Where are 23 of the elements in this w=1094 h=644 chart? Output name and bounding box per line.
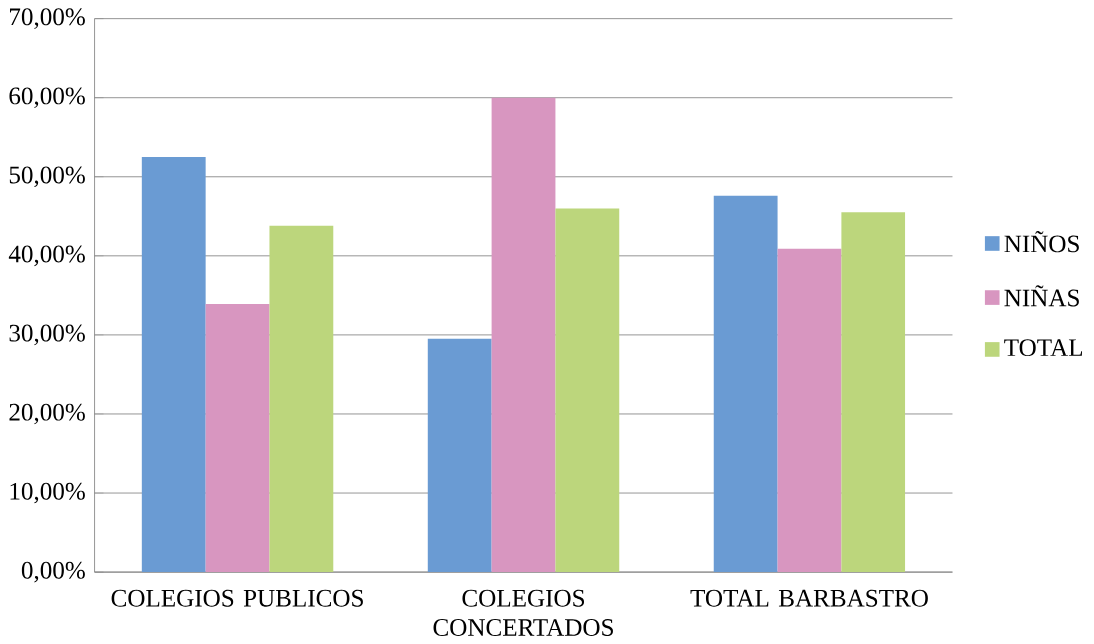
bar — [841, 212, 906, 572]
bar — [205, 303, 270, 572]
bar — [427, 338, 492, 572]
bar — [555, 208, 620, 572]
y-tick-label: 10,00% — [10, 482, 85, 504]
y-tick-label: 0,00% — [21, 561, 85, 583]
bar — [269, 225, 334, 572]
x-tick-label: COLEGIOS PUBLICOS — [111, 589, 363, 607]
legend-label: TOTAL — [1004, 339, 1083, 356]
bar — [777, 248, 842, 572]
y-tick-label: 40,00% — [8, 245, 85, 266]
bar — [491, 97, 556, 572]
x-tick-label: TOTAL BARBASTRO — [690, 589, 928, 607]
y-tick-label: 30,00% — [9, 324, 85, 346]
y-tick-label: 50,00% — [9, 166, 85, 187]
bar — [713, 195, 778, 572]
y-tick-label: 60,00% — [9, 87, 85, 108]
legend-label: NIÑAS — [1004, 285, 1079, 307]
x-tick-label: COLEGIOS CONCERTADOS — [433, 589, 613, 636]
y-tick-label: 20,00% — [9, 403, 85, 425]
y-tick-label: 70,00% — [10, 8, 85, 29]
bar — [141, 156, 206, 572]
legend-label: NIÑOS — [1004, 230, 1079, 253]
